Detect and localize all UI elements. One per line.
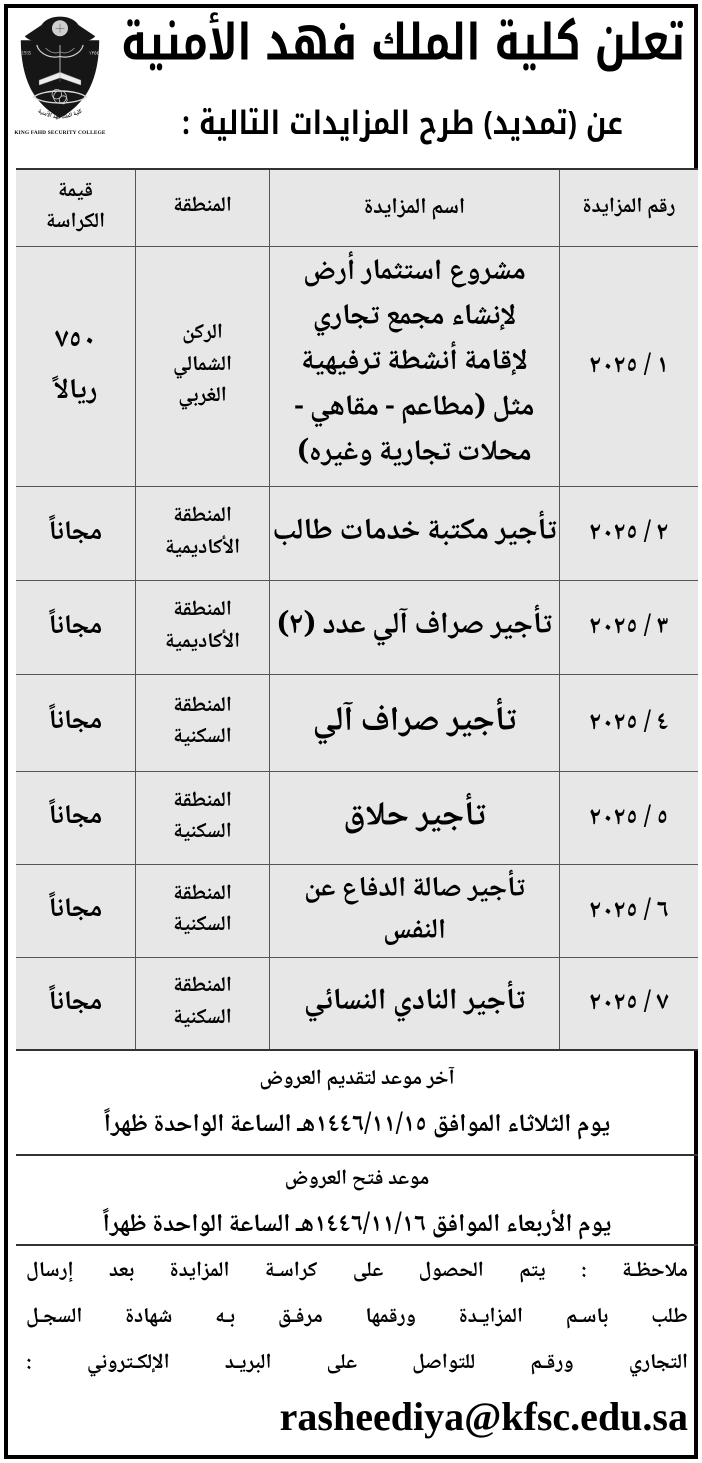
svg-text:1935: 1935 bbox=[22, 52, 32, 57]
svg-text:١٣٥٤: ١٣٥٤ bbox=[89, 51, 100, 57]
